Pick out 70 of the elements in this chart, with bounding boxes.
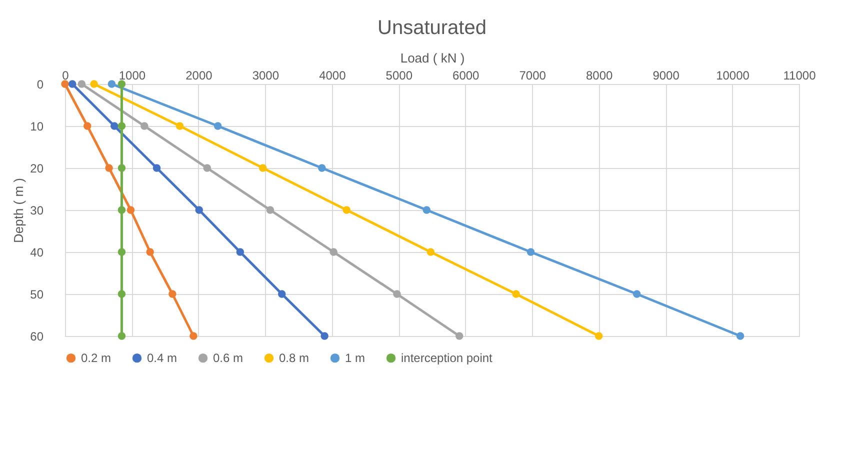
y-tick-label: 60	[30, 330, 44, 344]
y-axis-title: Depth ( m )	[11, 178, 26, 244]
legend-label: 0.8 m	[279, 351, 310, 366]
y-tick-label: 10	[30, 120, 44, 134]
x-tick-label: 7000	[519, 68, 546, 82]
x-tick-label: 0	[62, 68, 70, 82]
point	[118, 290, 126, 298]
legend-label: 0.2 m	[81, 351, 112, 366]
point	[320, 332, 328, 340]
point	[140, 122, 148, 130]
y-tick-label: 40	[30, 246, 44, 260]
point	[152, 164, 161, 172]
x-tick-label: 4000	[319, 68, 346, 82]
y-tick-label: 20	[30, 162, 44, 176]
point	[266, 206, 274, 214]
y-tick-label: 0	[36, 78, 44, 92]
point	[195, 206, 203, 214]
point	[632, 290, 641, 298]
x-tick-label: 1000	[118, 68, 146, 82]
chart-title: Unsaturated	[378, 17, 486, 39]
point	[330, 248, 338, 256]
point	[236, 248, 244, 256]
point	[422, 206, 431, 214]
point	[190, 332, 198, 340]
point	[110, 122, 118, 130]
point	[118, 164, 126, 172]
point	[105, 164, 113, 172]
point	[146, 248, 154, 256]
y-tick-label: 50	[30, 288, 44, 302]
point	[393, 290, 401, 298]
point	[512, 290, 520, 298]
point	[118, 248, 126, 256]
x-tick-label: 6000	[452, 68, 480, 82]
point	[278, 290, 286, 298]
point	[61, 80, 69, 88]
point	[118, 122, 126, 130]
point	[526, 248, 535, 256]
x-tick-label: 11000	[783, 68, 816, 82]
point	[78, 80, 86, 88]
x-tick-label: 2000	[186, 68, 213, 82]
y-tick-label: 30	[30, 204, 44, 218]
point	[126, 206, 135, 214]
point	[258, 164, 267, 172]
point	[455, 332, 464, 340]
point	[90, 80, 98, 88]
legend-label: 1 m	[345, 351, 366, 366]
x-tick-label: 8000	[586, 68, 613, 82]
point	[176, 122, 184, 130]
point	[594, 332, 603, 340]
legend-label: 0.6 m	[213, 351, 244, 366]
point	[118, 206, 126, 214]
point	[342, 206, 350, 214]
point	[426, 248, 435, 256]
point	[83, 122, 92, 130]
x-tick-label: 10000	[716, 68, 750, 82]
point	[68, 80, 76, 88]
point	[168, 290, 176, 298]
x-tick-label: 5000	[386, 68, 413, 82]
point	[736, 332, 744, 340]
legend-label: interception point	[401, 351, 494, 366]
x-tick-label: 3000	[252, 68, 280, 82]
x-tick-label: 9000	[652, 68, 680, 82]
point	[118, 332, 126, 340]
point	[108, 80, 116, 88]
point	[203, 164, 211, 172]
point	[214, 122, 222, 130]
legend-label: 0.4 m	[147, 351, 178, 366]
point	[318, 164, 326, 172]
point	[118, 80, 126, 88]
x-axis-title: Load ( kN )	[400, 50, 465, 66]
